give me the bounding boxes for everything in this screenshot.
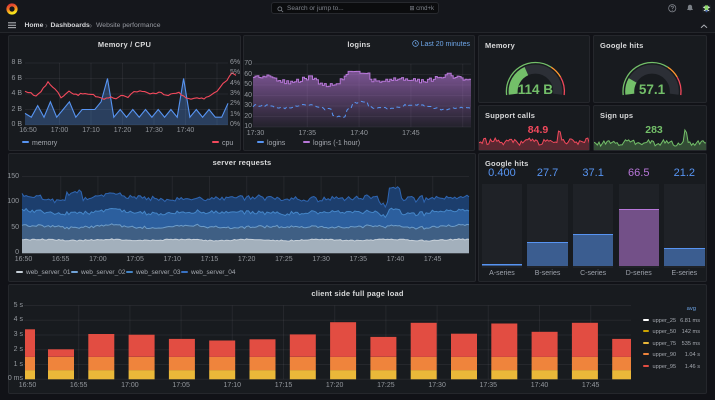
svg-text:57.1: 57.1 xyxy=(639,82,666,97)
svg-text:114 B: 114 B xyxy=(518,82,554,97)
